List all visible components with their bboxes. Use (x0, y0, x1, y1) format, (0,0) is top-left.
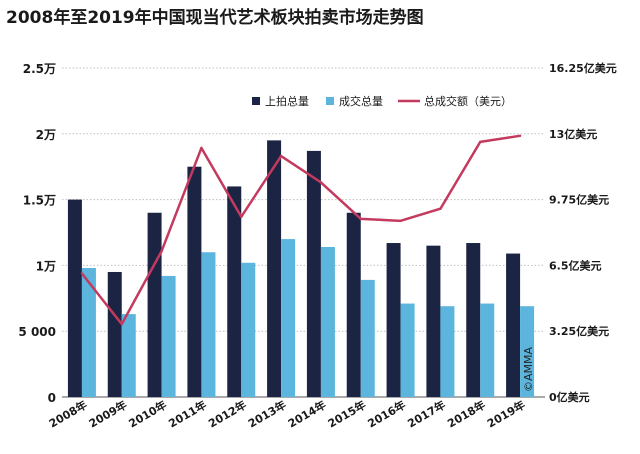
legend-swatch-sold (326, 97, 334, 105)
line-layer (80, 134, 522, 326)
x-axis-tick-label: 2012年 (206, 397, 249, 430)
total-turnover-point (359, 217, 362, 221)
x-axis-tick-label: 2014年 (285, 397, 328, 430)
left-axis-tick-label: 5 000 (18, 325, 56, 339)
right-axis-tick-label: 9.75亿美元 (549, 193, 609, 207)
right-axis-tick-label: 13亿美元 (549, 127, 597, 141)
bar-layer (67, 140, 535, 397)
x-axis-tick-label: 2010年 (126, 397, 169, 430)
left-axis-tick-label: 2.5万 (23, 62, 56, 76)
total-turnover-point (200, 146, 203, 150)
bar-listed-total (187, 166, 202, 397)
bar-listed-total (466, 243, 481, 397)
x-axis-tick-label: 2009年 (86, 397, 129, 430)
bar-listed-total (67, 199, 82, 397)
left-axis-tick-label: 1.5万 (23, 194, 56, 208)
total-turnover-line (80, 134, 521, 326)
bar-listed-total (147, 212, 162, 397)
grid-layer (62, 67, 545, 332)
right-axis-tick-label: 16.25亿美元 (549, 61, 617, 75)
legend-label: 总成交额（美元） (424, 94, 512, 108)
legend-label: 上拍总量 (265, 94, 309, 108)
x-axis-tick-label: 2013年 (246, 397, 289, 430)
bar-sold-total (161, 275, 176, 397)
bar-listed-total (107, 271, 122, 397)
bar-listed-total (426, 245, 441, 397)
bar-sold-total (121, 314, 136, 397)
total-turnover-point (240, 215, 243, 219)
right-axis-tick-label: 6.5亿美元 (549, 258, 602, 272)
bar-listed-total (386, 243, 401, 397)
left-axis-tick-label: 0 (48, 391, 56, 405)
bar-listed-total (346, 212, 361, 397)
x-axis-tick-label: 2016年 (365, 397, 408, 430)
total-turnover-point (319, 181, 323, 184)
x-axis-tick-label: 2017年 (405, 397, 448, 430)
bar-listed-total (267, 140, 282, 397)
total-turnover-point (160, 250, 163, 253)
x-axis-tick-label: 2018年 (445, 397, 488, 430)
bar-listed-total (227, 186, 242, 397)
x-axis-tick-label: 2019年 (485, 397, 528, 430)
left-axis-tick-label: 1万 (36, 259, 56, 273)
bar-sold-total (360, 279, 375, 397)
x-axis-tick-label: 2015年 (325, 397, 368, 430)
bar-sold-total (400, 303, 415, 397)
bar-sold-total (241, 262, 256, 397)
bar-listed-total (506, 253, 521, 397)
total-turnover-point (279, 154, 283, 158)
right-axis-tick-label: 3.25亿美元 (549, 324, 609, 338)
bar-listed-total (306, 150, 321, 397)
legend-swatch-listed (252, 97, 260, 105)
left-axis-tick-label: 2万 (36, 128, 56, 142)
total-turnover-point (479, 140, 482, 144)
total-turnover-point (439, 207, 442, 210)
chart-title: 2008年至2019年中国现当代艺术板块拍卖市场走势图 (6, 7, 424, 28)
x-axis-tick-label: 2011年 (166, 397, 209, 430)
total-turnover-point (518, 134, 522, 138)
total-turnover-point (120, 322, 123, 326)
bar-sold-total (201, 252, 216, 397)
bar-sold-total (440, 306, 455, 397)
watermark: ©AMMA (522, 346, 535, 392)
bar-sold-total (281, 239, 296, 397)
legend-label: 成交总量 (339, 94, 383, 108)
legend: 上拍总量 成交总量 总成交额（美元） (252, 94, 512, 108)
bar-sold-total (320, 246, 335, 397)
total-turnover-point (80, 272, 84, 275)
bar-sold-total (81, 268, 96, 397)
right-axis-tick-label: 0亿美元 (549, 390, 590, 404)
total-turnover-point (399, 219, 402, 223)
bar-sold-total (520, 306, 535, 397)
bar-sold-total (480, 303, 495, 397)
